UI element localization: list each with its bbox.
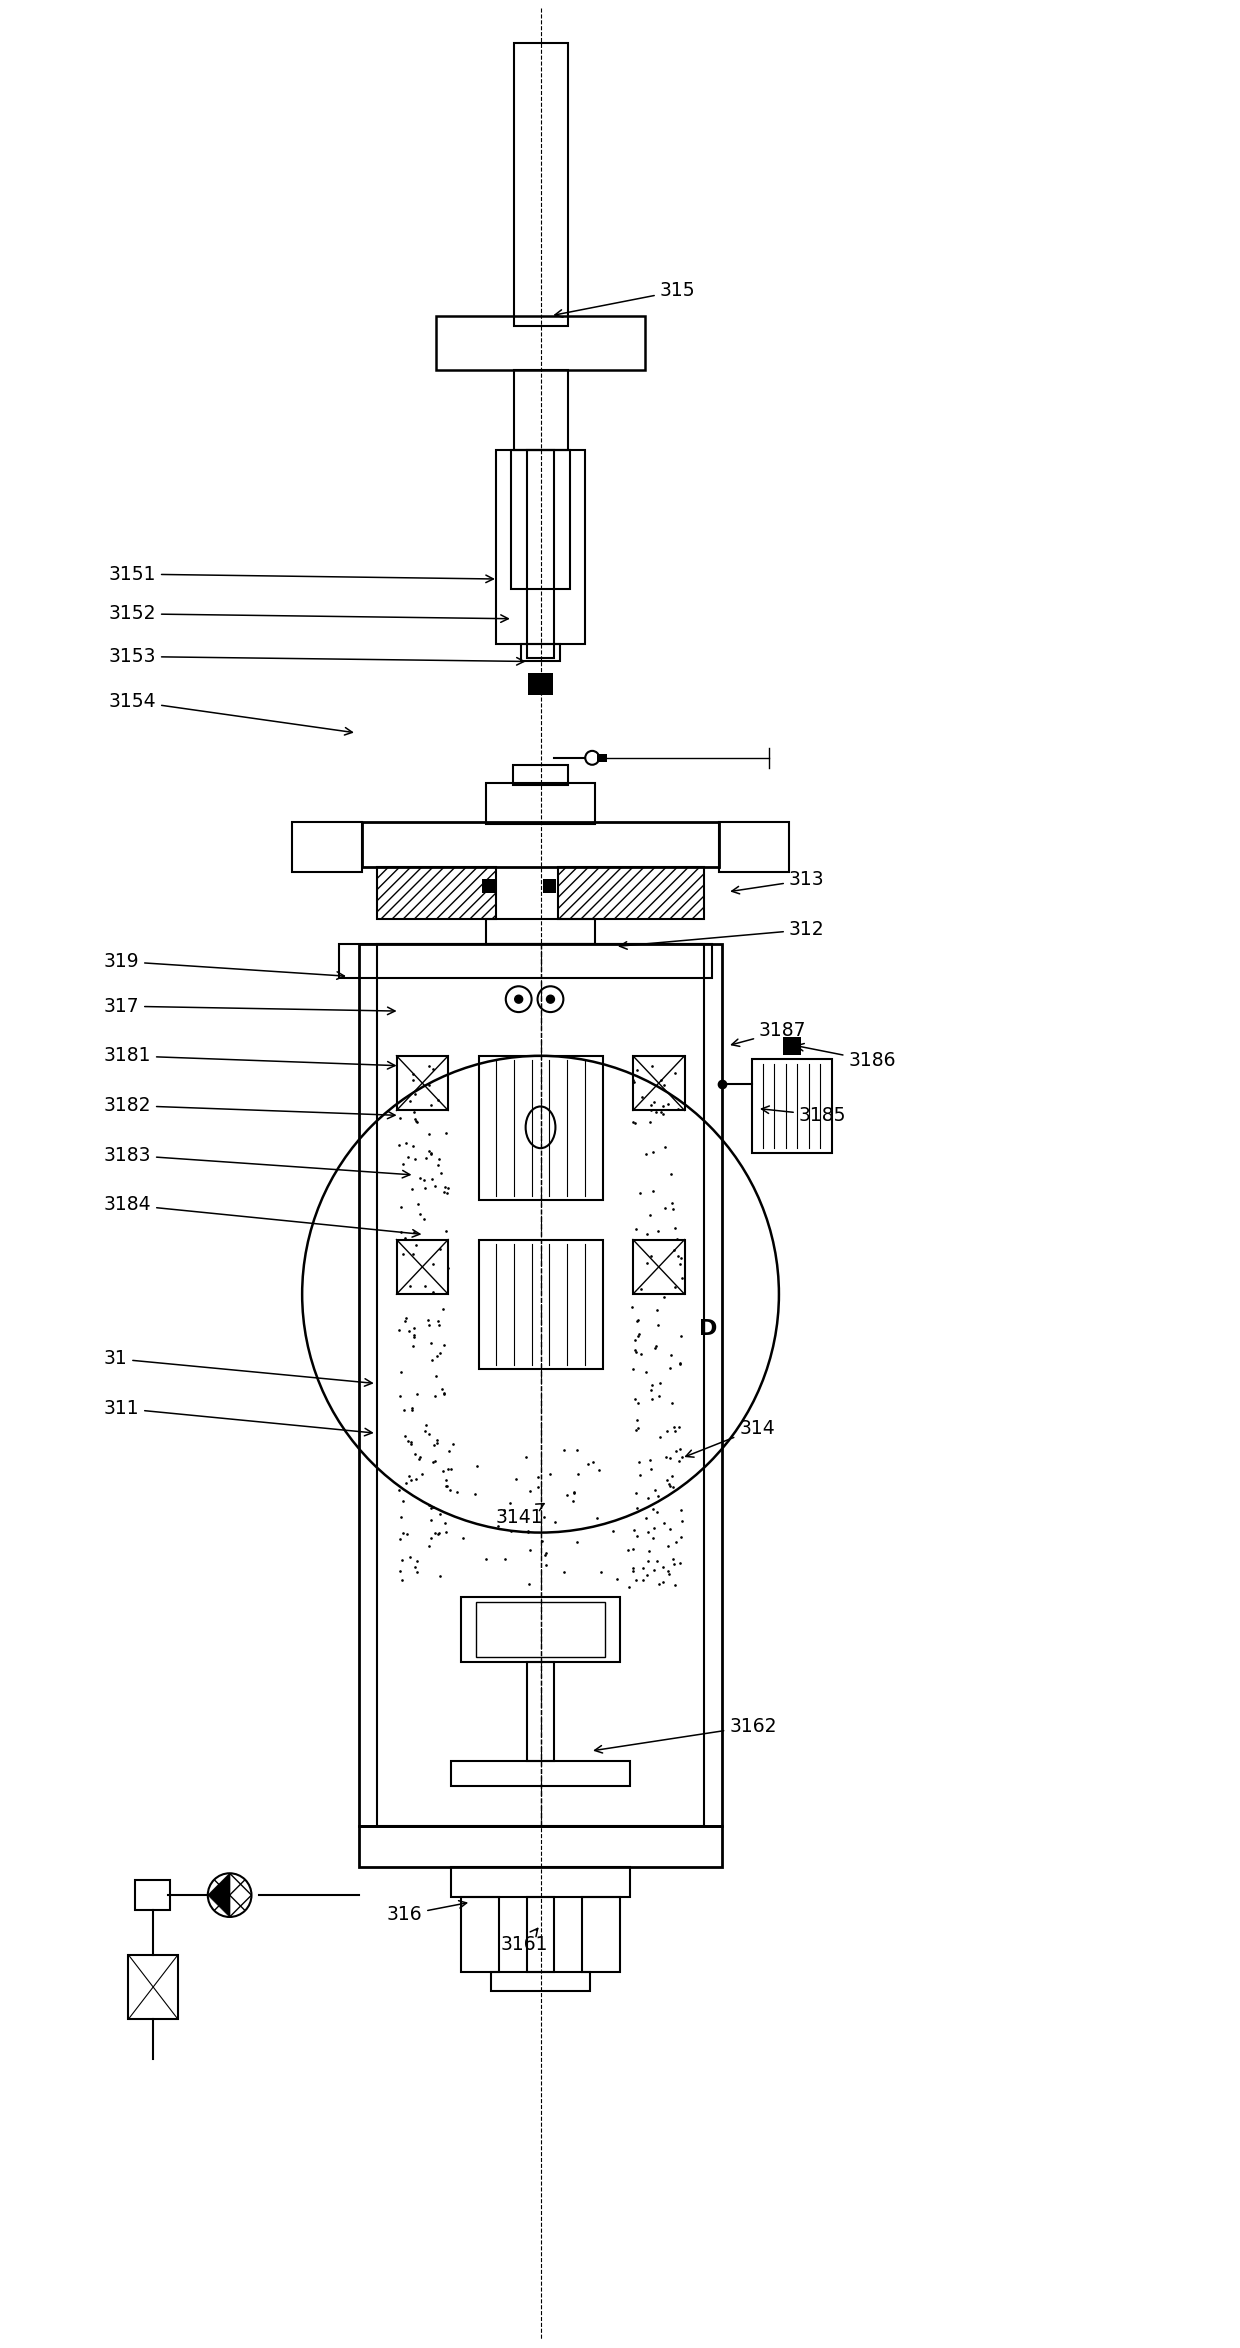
Polygon shape: [208, 1874, 229, 1916]
Bar: [719, 822, 789, 871]
Bar: [486, 782, 595, 824]
Bar: [527, 451, 554, 657]
Bar: [558, 866, 704, 918]
Text: 313: 313: [732, 871, 825, 895]
Text: D: D: [699, 1320, 718, 1338]
Bar: [543, 878, 557, 892]
Bar: [513, 42, 568, 326]
Text: 3154: 3154: [108, 693, 352, 735]
Text: 3153: 3153: [108, 648, 525, 667]
Bar: [436, 317, 645, 371]
Text: 316: 316: [387, 1900, 466, 1925]
Bar: [511, 451, 570, 589]
Text: 3184: 3184: [103, 1195, 420, 1237]
Bar: [632, 1057, 684, 1111]
Text: 3141: 3141: [496, 1503, 544, 1526]
Text: 3161: 3161: [501, 1928, 548, 1954]
Bar: [339, 944, 712, 979]
Bar: [528, 674, 553, 695]
Bar: [753, 1059, 832, 1153]
Bar: [476, 1601, 605, 1658]
Bar: [397, 1057, 448, 1111]
Text: 311: 311: [103, 1399, 372, 1437]
Bar: [135, 1881, 170, 1909]
Bar: [479, 1057, 603, 1200]
Bar: [451, 1867, 630, 1897]
Bar: [583, 1897, 620, 1972]
Bar: [358, 944, 723, 1827]
Text: 31: 31: [103, 1350, 372, 1385]
Bar: [362, 822, 719, 866]
Text: 3152: 3152: [108, 603, 508, 622]
Text: 3186: 3186: [796, 1043, 897, 1071]
Bar: [513, 371, 568, 451]
Bar: [377, 866, 496, 918]
Bar: [293, 822, 362, 871]
Bar: [461, 1897, 498, 1972]
Text: 3185: 3185: [761, 1106, 846, 1125]
Bar: [479, 1240, 603, 1369]
Bar: [527, 1662, 554, 1761]
Circle shape: [547, 996, 554, 1003]
Bar: [491, 1972, 590, 1991]
Bar: [128, 1956, 179, 2019]
Bar: [451, 1761, 630, 1787]
Bar: [397, 1240, 448, 1294]
Text: 312: 312: [620, 920, 825, 949]
Bar: [598, 754, 608, 761]
Text: 3151: 3151: [108, 564, 494, 585]
Bar: [358, 1827, 723, 1867]
Circle shape: [515, 996, 522, 1003]
Text: 317: 317: [103, 996, 396, 1017]
Text: 315: 315: [554, 282, 696, 317]
Bar: [512, 765, 568, 784]
Text: 319: 319: [103, 951, 345, 979]
Text: 314: 314: [686, 1418, 775, 1458]
Text: 3187: 3187: [732, 1021, 806, 1047]
Text: 3182: 3182: [103, 1097, 396, 1118]
Text: 3181: 3181: [103, 1047, 396, 1068]
Bar: [632, 1240, 684, 1294]
Text: 3183: 3183: [103, 1146, 410, 1179]
Bar: [782, 1038, 801, 1054]
Bar: [496, 451, 585, 643]
Bar: [527, 1897, 554, 1972]
Bar: [521, 643, 560, 662]
Bar: [377, 944, 704, 1827]
Text: 3162: 3162: [595, 1716, 776, 1754]
Bar: [486, 918, 595, 944]
Bar: [461, 1597, 620, 1662]
Bar: [482, 878, 496, 892]
